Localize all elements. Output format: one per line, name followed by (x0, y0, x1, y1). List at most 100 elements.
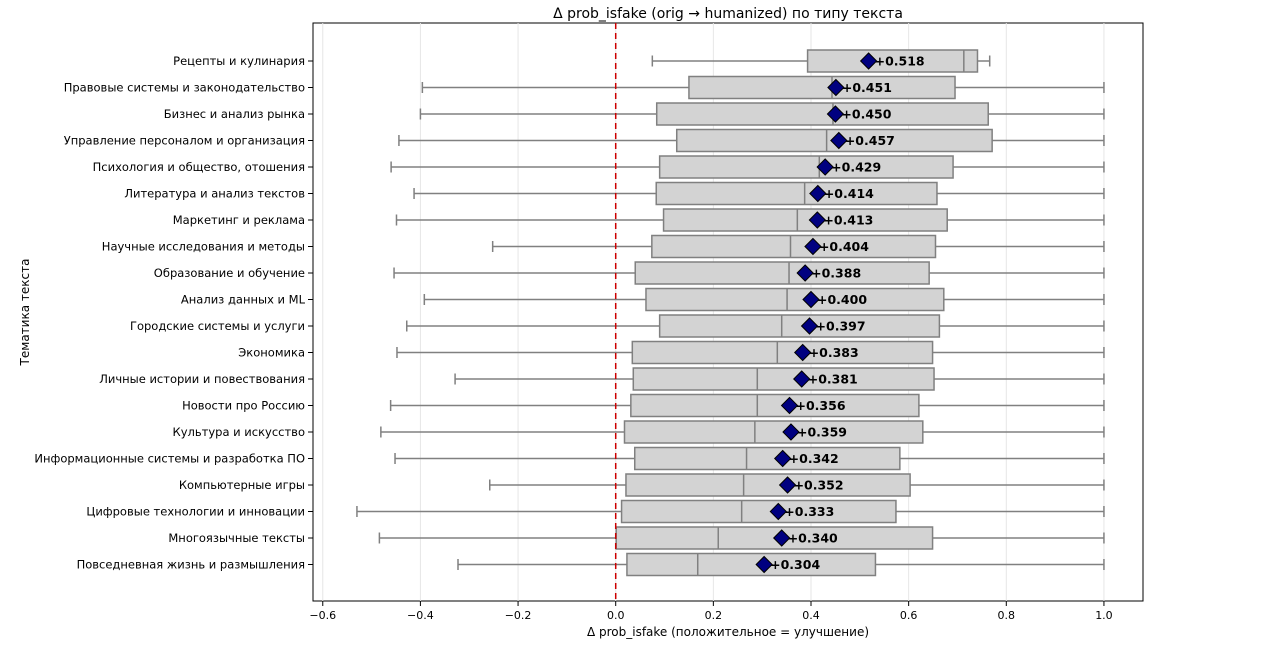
y-tick-label: Личные истории и повествования (99, 372, 305, 386)
box-group: +0.383 (396, 340, 1105, 365)
mean-label: +0.457 (845, 133, 895, 148)
x-axis-ticks: −0.6 −0.4 −0.2 0.0 0.2 0.4 0.6 0.8 1.0 (309, 601, 1113, 622)
mean-label: +0.404 (819, 239, 869, 254)
x-tick-label: −0.2 (505, 609, 532, 622)
mean-marker (769, 502, 787, 521)
mean-label: +0.429 (831, 160, 881, 175)
mean-marker (809, 184, 827, 203)
box (632, 367, 935, 391)
y-tick-label: Анализ данных и ML (181, 293, 306, 307)
x-tick-label: 1.0 (1095, 609, 1113, 622)
mean-marker (816, 158, 834, 176)
y-axis-labels: Рецепты и кулинария Правовые системы и за… (34, 54, 313, 572)
mean-marker (780, 396, 799, 415)
mean-marker (772, 529, 791, 547)
box (630, 393, 920, 418)
box-group: +0.359 (380, 420, 1105, 444)
mean-marker (802, 290, 820, 309)
box-group: +0.381 (454, 367, 1105, 391)
x-axis-label: Δ prob_isfake (положительное = улучшение… (587, 625, 869, 639)
y-axis-label: Тематика текста (18, 259, 32, 367)
mean-label: +0.340 (788, 531, 838, 546)
box-group: +0.333 (356, 499, 1105, 524)
mean-label: +0.304 (770, 557, 820, 572)
y-tick-label: Повседневная жизнь и размышления (77, 558, 305, 572)
box-group: +0.304 (457, 552, 1105, 577)
mean-label: +0.342 (789, 451, 839, 466)
mean-label: +0.451 (842, 80, 892, 95)
mean-label: +0.400 (817, 292, 867, 307)
box (662, 208, 948, 232)
mean-label: +0.450 (841, 107, 891, 122)
box-group: +0.340 (378, 526, 1105, 550)
mean-label: +0.414 (824, 186, 874, 201)
mean-label: +0.518 (875, 54, 925, 69)
mean-marker (793, 343, 812, 362)
x-tick-label: −0.4 (407, 609, 434, 622)
box-group: +0.429 (390, 155, 1105, 179)
y-tick-label: Культура и искусство (173, 425, 305, 439)
mean-label: +0.352 (794, 478, 844, 493)
box (645, 287, 945, 312)
mean-marker (755, 555, 773, 574)
mean-marker (804, 237, 822, 256)
box-group: +0.400 (423, 287, 1105, 312)
mean-label: +0.356 (796, 398, 846, 413)
x-tick-label: −0.6 (309, 609, 336, 622)
y-tick-label: Информационные системы и разработка ПО (34, 452, 305, 466)
box (634, 261, 930, 285)
y-tick-label: Научные исследования и методы (102, 240, 305, 254)
x-tick-label: 0.4 (802, 609, 820, 622)
box (658, 314, 941, 338)
y-tick-label: Бизнес и анализ рынка (164, 107, 305, 121)
boxes-layer: +0.518 +0.451 +0.450 +0.457 +0.429 +0.414 +0.4… (356, 23, 1105, 601)
box (658, 155, 954, 179)
x-tick-label: 0.6 (900, 609, 918, 622)
mean-label: +0.388 (811, 266, 861, 281)
box (633, 446, 901, 471)
mean-marker (808, 211, 827, 229)
mean-marker (778, 476, 797, 494)
x-tick-label: 0.0 (607, 609, 625, 622)
box (651, 234, 937, 259)
mean-marker (796, 264, 814, 282)
box (631, 340, 934, 365)
mean-marker (782, 423, 800, 441)
box (806, 49, 979, 73)
x-tick-label: 0.8 (998, 609, 1016, 622)
box-group: +0.356 (389, 393, 1105, 418)
box-group: +0.413 (395, 208, 1105, 232)
y-tick-label: Управление персоналом и организация (64, 134, 305, 148)
box-group: +0.342 (394, 446, 1105, 471)
mean-label: +0.383 (809, 345, 859, 360)
mean-marker (826, 105, 845, 123)
y-tick-label: Рецепты и кулинария (173, 54, 305, 68)
box-group: +0.404 (491, 234, 1105, 259)
box-group: +0.450 (419, 102, 1105, 126)
box-group: +0.518 (651, 49, 991, 73)
mean-marker (793, 370, 811, 388)
mean-marker (773, 449, 792, 468)
y-tick-label: Компьютерные игры (179, 478, 305, 492)
mean-marker (800, 317, 819, 335)
box-group: +0.457 (398, 128, 1105, 153)
y-tick-label: Экономика (238, 346, 305, 360)
mean-label: +0.381 (808, 372, 858, 387)
box-group: +0.388 (393, 261, 1105, 285)
mean-marker (830, 131, 848, 150)
y-tick-label: Новости про Россию (182, 399, 305, 413)
y-tick-label: Маркетинг и реклама (173, 213, 305, 227)
mean-label: +0.413 (823, 213, 873, 228)
box-group: +0.397 (405, 314, 1105, 338)
box (623, 420, 924, 444)
box-group: +0.451 (421, 75, 1105, 100)
x-tick-label: 0.2 (705, 609, 723, 622)
chart-title: Δ prob_isfake (orig → humanized) по типу… (553, 6, 903, 22)
y-tick-label: Литература и анализ текстов (124, 187, 305, 201)
mean-label: +0.359 (797, 425, 847, 440)
y-tick-label: Психология и общество, отошения (93, 160, 305, 174)
box (655, 181, 938, 206)
y-tick-label: Многоязычные тексты (168, 531, 305, 545)
box (688, 75, 956, 100)
